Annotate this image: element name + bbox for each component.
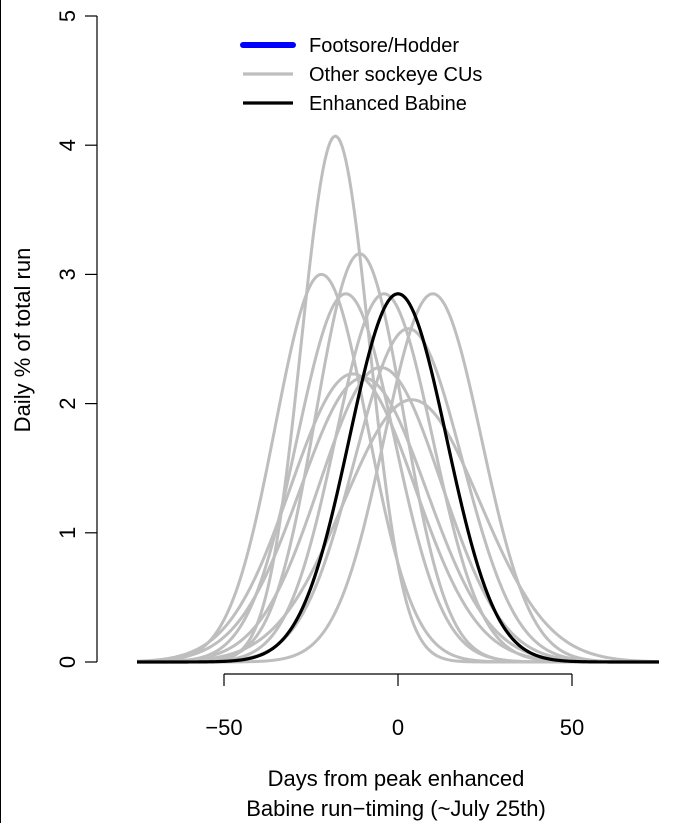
y-tick-label: 0 (55, 656, 80, 668)
other-cu-curve-4 (137, 292, 659, 664)
y-axis-title: Daily % of total run (10, 248, 35, 433)
other-cu-curve-10 (136, 365, 659, 664)
y-tick-label: 1 (55, 527, 80, 539)
other-cu-curve-9 (136, 376, 660, 664)
x-axis-ticks: −50 0 50 (205, 674, 584, 740)
y-tick-label: 2 (55, 397, 80, 409)
other-cu-curve-1 (137, 134, 659, 664)
other-cu-curve-5 (137, 292, 659, 664)
other-cu-curve-6 (137, 292, 659, 664)
legend-label: Other sockeye CUs (309, 64, 482, 86)
legend-label: Footsore/Hodder (309, 35, 459, 57)
x-tick-label: 0 (392, 715, 404, 740)
legend: Footsore/Hodder Other sockeye CUs Enhanced… (240, 35, 482, 115)
legend-label: Enhanced Babine (309, 93, 467, 115)
enhanced-babine-curve (137, 292, 659, 664)
y-tick-label: 3 (55, 268, 80, 280)
other-cu-curve-11 (136, 398, 660, 664)
y-axis-ticks: 0 1 2 3 4 5 (55, 10, 97, 668)
x-tick-label: 50 (560, 715, 584, 740)
y-tick-label: 4 (55, 139, 80, 151)
x-axis-title-line-2: Babine run−timing (~July 25th) (246, 796, 546, 821)
x-axis-title-line-1: Days from peak enhanced (268, 766, 525, 791)
series-curves (136, 134, 660, 664)
other-cu-curve-2 (136, 272, 659, 664)
y-tick-label: 5 (55, 10, 80, 22)
x-tick-label: −50 (205, 715, 242, 740)
axes: −50 0 50 0 1 2 3 4 5 (55, 10, 584, 740)
